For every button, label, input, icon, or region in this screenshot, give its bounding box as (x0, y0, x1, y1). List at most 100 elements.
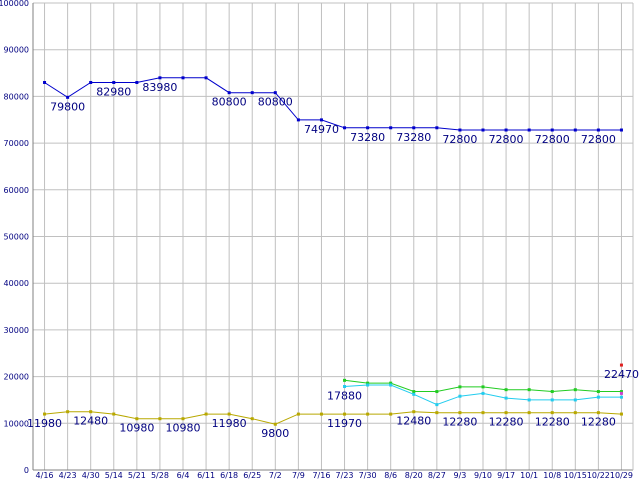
data-label: 10980 (166, 422, 201, 435)
data-point (596, 128, 600, 132)
series-line-0 (44, 77, 622, 131)
data-point (527, 388, 531, 392)
data-label: 11970 (327, 417, 362, 430)
data-point (296, 118, 300, 122)
x-tick-label: 10/29 (610, 471, 633, 480)
data-point (66, 95, 70, 99)
data-label: 72800 (581, 133, 616, 146)
data-point (343, 126, 347, 130)
data-label: 17880 (327, 390, 362, 403)
data-point (389, 126, 393, 130)
x-tick-label: 9/10 (474, 471, 492, 480)
data-point (66, 410, 70, 414)
data-point (343, 378, 347, 382)
x-tick-label: 10/15 (564, 471, 587, 480)
data-point (619, 395, 623, 399)
y-tick-label: 100000 (0, 0, 29, 8)
data-point (550, 398, 554, 402)
data-point (273, 422, 277, 426)
data-point (527, 398, 531, 402)
data-label: 73280 (350, 131, 385, 144)
data-point (319, 412, 323, 416)
data-point (435, 403, 439, 407)
data-label: 11980 (212, 417, 247, 430)
data-point (619, 390, 623, 394)
data-point (435, 390, 439, 394)
data-label: 12280 (442, 416, 477, 429)
data-point (481, 128, 485, 132)
x-tick-label: 7/30 (359, 471, 377, 480)
x-tick-label: 6/11 (197, 471, 215, 480)
data-point (619, 391, 623, 395)
data-point (227, 412, 231, 416)
data-point (527, 411, 531, 415)
data-label: 80800 (258, 96, 293, 109)
data-point (596, 395, 600, 399)
data-label: 12280 (535, 416, 570, 429)
y-tick-label: 60000 (4, 186, 29, 195)
data-point (366, 383, 370, 387)
data-point (573, 388, 577, 392)
data-label: 72800 (535, 133, 570, 146)
x-tick-label: 9/17 (497, 471, 515, 480)
data-label: 11980 (27, 417, 62, 430)
data-point (504, 411, 508, 415)
data-point (319, 118, 323, 122)
data-label: 72800 (442, 133, 477, 146)
data-point (412, 126, 416, 130)
data-point (389, 383, 393, 387)
x-tick-label: 6/25 (243, 471, 261, 480)
data-point (135, 80, 139, 84)
x-tick-label: 6/4 (177, 471, 190, 480)
data-point (458, 411, 462, 415)
y-tick-label: 0 (24, 466, 29, 475)
data-point (343, 412, 347, 416)
x-tick-label: 4/23 (59, 471, 77, 480)
data-label: 12280 (581, 416, 616, 429)
data-point (527, 128, 531, 132)
data-point (296, 412, 300, 416)
data-point (43, 412, 47, 416)
data-point (481, 391, 485, 395)
x-tick-label: 4/30 (82, 471, 100, 480)
data-point (204, 76, 208, 80)
x-tick-label: 7/16 (312, 471, 330, 480)
x-tick-label: 9/3 (453, 471, 466, 480)
data-label: 12280 (489, 416, 524, 429)
x-tick-label: 5/14 (105, 471, 123, 480)
x-tick-label: 10/1 (520, 471, 538, 480)
data-point (458, 128, 462, 132)
data-point (89, 80, 93, 84)
y-tick-label: 70000 (4, 139, 29, 148)
data-point (135, 417, 139, 421)
data-point (158, 417, 162, 421)
y-tick-labels: 0 10000 20000 30000 40000 50000 60000 70000 8000… (0, 0, 29, 475)
x-tick-label: 7/9 (292, 471, 305, 480)
data-point (573, 411, 577, 415)
x-tick-label: 5/28 (151, 471, 169, 480)
data-point (250, 91, 254, 95)
data-point (435, 411, 439, 415)
data-point (343, 385, 347, 389)
data-label: 73280 (396, 131, 431, 144)
x-tick-label: 7/2 (269, 471, 282, 480)
y-tick-label: 90000 (4, 46, 29, 55)
y-tick-label: 80000 (4, 92, 29, 101)
x-tick-label: 7/23 (336, 471, 354, 480)
x-tick-label: 10/22 (587, 471, 610, 480)
data-point (227, 91, 231, 95)
data-point (389, 381, 393, 385)
data-point (619, 412, 623, 416)
data-label: 83980 (142, 81, 177, 94)
data-point (573, 128, 577, 132)
series-points (43, 76, 623, 426)
y-tick-label: 30000 (4, 326, 29, 335)
data-point (204, 412, 208, 416)
x-tick-label: 8/20 (405, 471, 423, 480)
data-point (458, 385, 462, 389)
data-point (273, 91, 277, 95)
data-point (458, 394, 462, 398)
data-point (435, 126, 439, 130)
data-point (181, 417, 185, 421)
x-tick-labels: 4/16 4/23 4/30 5/14 5/21 5/28 6/4 6/11 6/18 6/25 7… (36, 471, 633, 480)
